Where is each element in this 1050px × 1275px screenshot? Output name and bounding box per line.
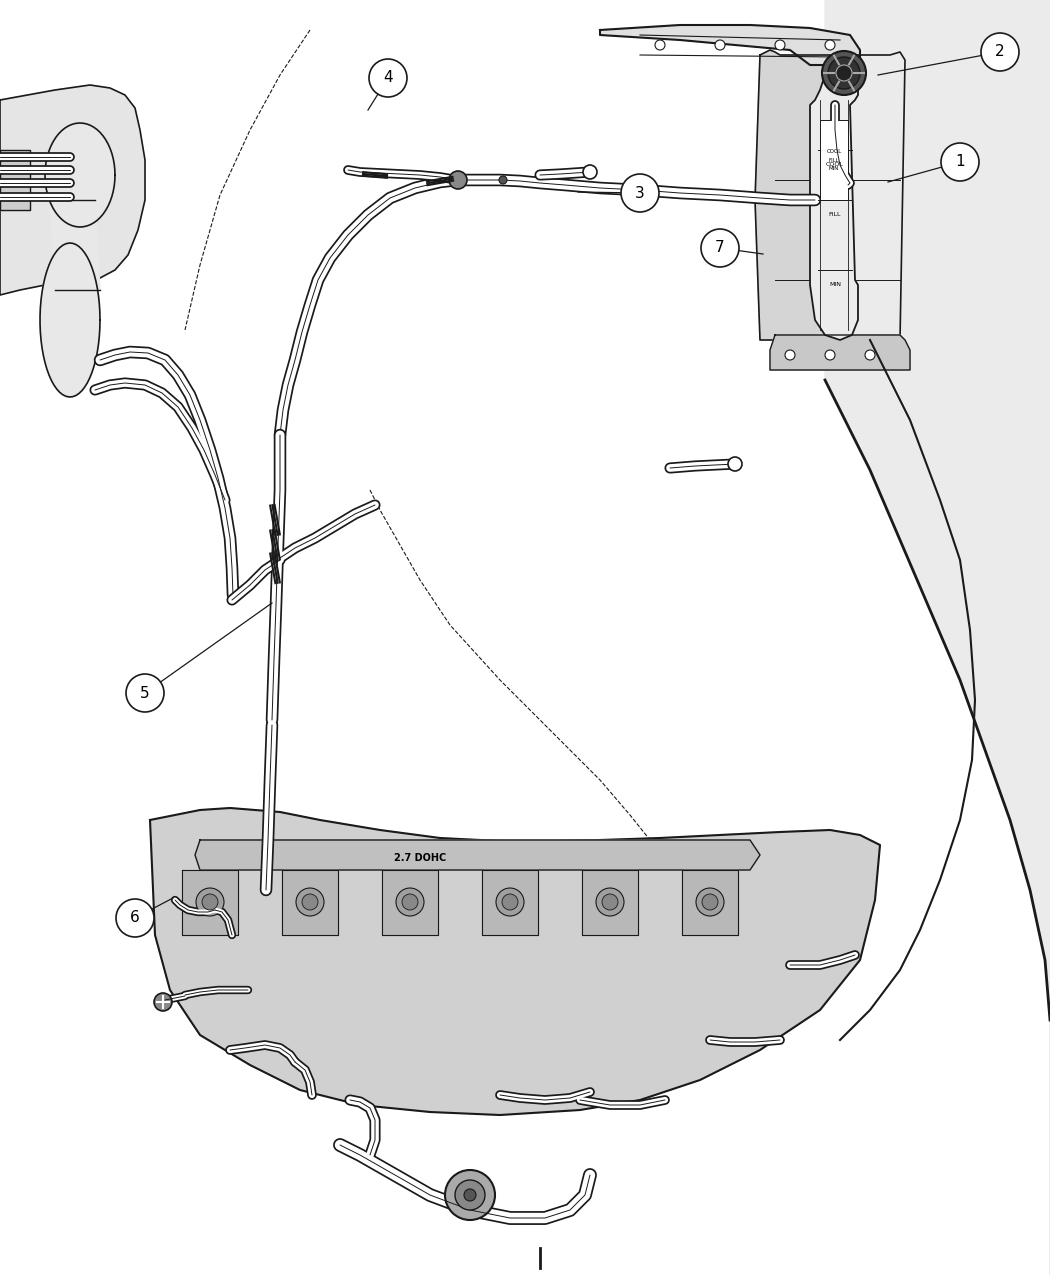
Polygon shape xyxy=(282,870,338,935)
Polygon shape xyxy=(40,244,100,397)
Circle shape xyxy=(822,51,866,96)
Text: COOL: COOL xyxy=(826,162,844,167)
Circle shape xyxy=(202,894,218,910)
Text: 6: 6 xyxy=(130,910,140,926)
Polygon shape xyxy=(382,870,438,935)
Polygon shape xyxy=(770,335,910,370)
Circle shape xyxy=(865,351,875,360)
Circle shape xyxy=(445,1170,495,1220)
Circle shape xyxy=(715,40,724,50)
Text: 7: 7 xyxy=(715,241,724,255)
Circle shape xyxy=(825,40,835,50)
Polygon shape xyxy=(0,150,30,210)
Polygon shape xyxy=(582,870,638,935)
Circle shape xyxy=(496,887,524,915)
Text: 2: 2 xyxy=(995,45,1005,60)
Polygon shape xyxy=(755,50,905,346)
Circle shape xyxy=(402,894,418,910)
Circle shape xyxy=(696,887,724,915)
Polygon shape xyxy=(195,840,760,870)
Text: 1: 1 xyxy=(956,154,965,170)
Circle shape xyxy=(296,887,324,915)
Circle shape xyxy=(499,176,507,184)
Polygon shape xyxy=(50,200,100,289)
Circle shape xyxy=(583,164,597,178)
Circle shape xyxy=(126,674,164,711)
Bar xyxy=(820,120,848,200)
Text: 5: 5 xyxy=(141,686,150,700)
Circle shape xyxy=(464,1190,476,1201)
Circle shape xyxy=(775,40,785,50)
Circle shape xyxy=(116,899,154,937)
Polygon shape xyxy=(45,122,116,227)
Circle shape xyxy=(621,173,659,212)
Polygon shape xyxy=(182,870,238,935)
Circle shape xyxy=(701,230,739,266)
Circle shape xyxy=(941,143,979,181)
Circle shape xyxy=(196,887,224,915)
Circle shape xyxy=(396,887,424,915)
Text: COOL
FILL
MIN: COOL FILL MIN xyxy=(826,149,842,171)
Polygon shape xyxy=(600,26,860,65)
Circle shape xyxy=(455,1179,485,1210)
Text: 3: 3 xyxy=(635,185,645,200)
Polygon shape xyxy=(810,60,858,340)
Polygon shape xyxy=(482,870,538,935)
Text: 2.7 DOHC: 2.7 DOHC xyxy=(394,853,446,863)
Circle shape xyxy=(502,894,518,910)
Circle shape xyxy=(449,171,467,189)
Circle shape xyxy=(154,993,172,1011)
Polygon shape xyxy=(825,0,1050,1275)
Text: MIN: MIN xyxy=(830,282,841,287)
Circle shape xyxy=(785,351,795,360)
Circle shape xyxy=(836,65,852,82)
Circle shape xyxy=(596,887,624,915)
Circle shape xyxy=(602,894,618,910)
Circle shape xyxy=(828,57,860,89)
Polygon shape xyxy=(0,85,145,295)
Circle shape xyxy=(655,40,665,50)
Text: FILL: FILL xyxy=(828,212,841,217)
Circle shape xyxy=(302,894,318,910)
Circle shape xyxy=(369,59,407,97)
Circle shape xyxy=(825,351,835,360)
Text: 4: 4 xyxy=(383,70,393,85)
Circle shape xyxy=(702,894,718,910)
Circle shape xyxy=(728,456,742,470)
Circle shape xyxy=(981,33,1018,71)
Polygon shape xyxy=(150,808,880,1116)
Polygon shape xyxy=(682,870,738,935)
